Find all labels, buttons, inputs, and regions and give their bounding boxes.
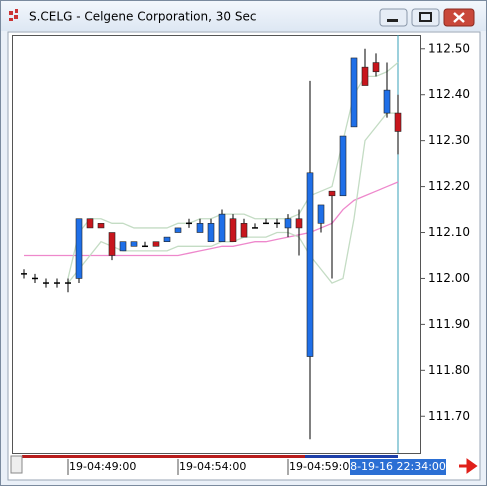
candle-body: [97, 223, 105, 229]
x-tick-label: 19-04:54:00: [179, 460, 246, 473]
y-tick-label: 112.40: [428, 87, 470, 101]
y-tick-label: 112.30: [428, 133, 470, 147]
minimize-button[interactable]: [379, 8, 408, 27]
app-icon: [9, 9, 18, 21]
candle-body: [218, 213, 226, 243]
candle-body: [361, 66, 369, 86]
candle-body: [383, 89, 391, 114]
candle-body: [306, 172, 314, 357]
candle-body: [86, 218, 94, 229]
scroll-right-arrow[interactable]: [459, 458, 478, 474]
candle-body: [240, 223, 248, 238]
y-tick-label: 112.20: [428, 179, 470, 193]
maximize-icon: [419, 12, 432, 22]
indicator-line: [24, 181, 399, 257]
candle-body: [130, 241, 138, 247]
scroll-box[interactable]: [10, 455, 23, 474]
candle-body: [317, 204, 325, 224]
candle-body: [339, 135, 347, 197]
candle-body: [75, 218, 83, 279]
progress-red: [22, 455, 305, 458]
candle-body: [152, 241, 160, 247]
candle-body: [350, 57, 358, 128]
y-tick-label: 111.80: [428, 363, 470, 377]
y-tick-label: 111.70: [428, 409, 470, 423]
candle-body: [372, 62, 380, 73]
maximize-button[interactable]: [411, 8, 440, 27]
progress-blue: [305, 455, 398, 458]
y-tick-label: 112.50: [428, 41, 470, 55]
x-tick-label: 8-19-16 22:34:00: [350, 460, 446, 473]
candle-body: [295, 218, 303, 229]
candle-body: [174, 227, 182, 233]
candle-body: [284, 218, 292, 229]
y-tick-label: 111.90: [428, 317, 470, 331]
candle-body: [328, 190, 336, 197]
y-tick-label: 112.00: [428, 271, 470, 285]
x-tick-label: 19-04:49:00: [69, 460, 136, 473]
candle-body: [394, 112, 402, 132]
close-icon: [453, 12, 465, 23]
candle-body: [196, 223, 204, 233]
cursor-time-box: [350, 459, 446, 475]
candle-body: [207, 223, 215, 243]
y-tick-label: 112.10: [428, 225, 470, 239]
candle-body: [163, 236, 171, 243]
x-tick-label: 19-04:59:00: [289, 460, 356, 473]
candle-body: [229, 218, 237, 243]
candle-body: [119, 241, 127, 252]
candle-body: [108, 232, 116, 256]
minimize-icon: [387, 19, 398, 22]
window-title: S.CELG - Celgene Corporation, 30 Sec: [29, 10, 256, 24]
